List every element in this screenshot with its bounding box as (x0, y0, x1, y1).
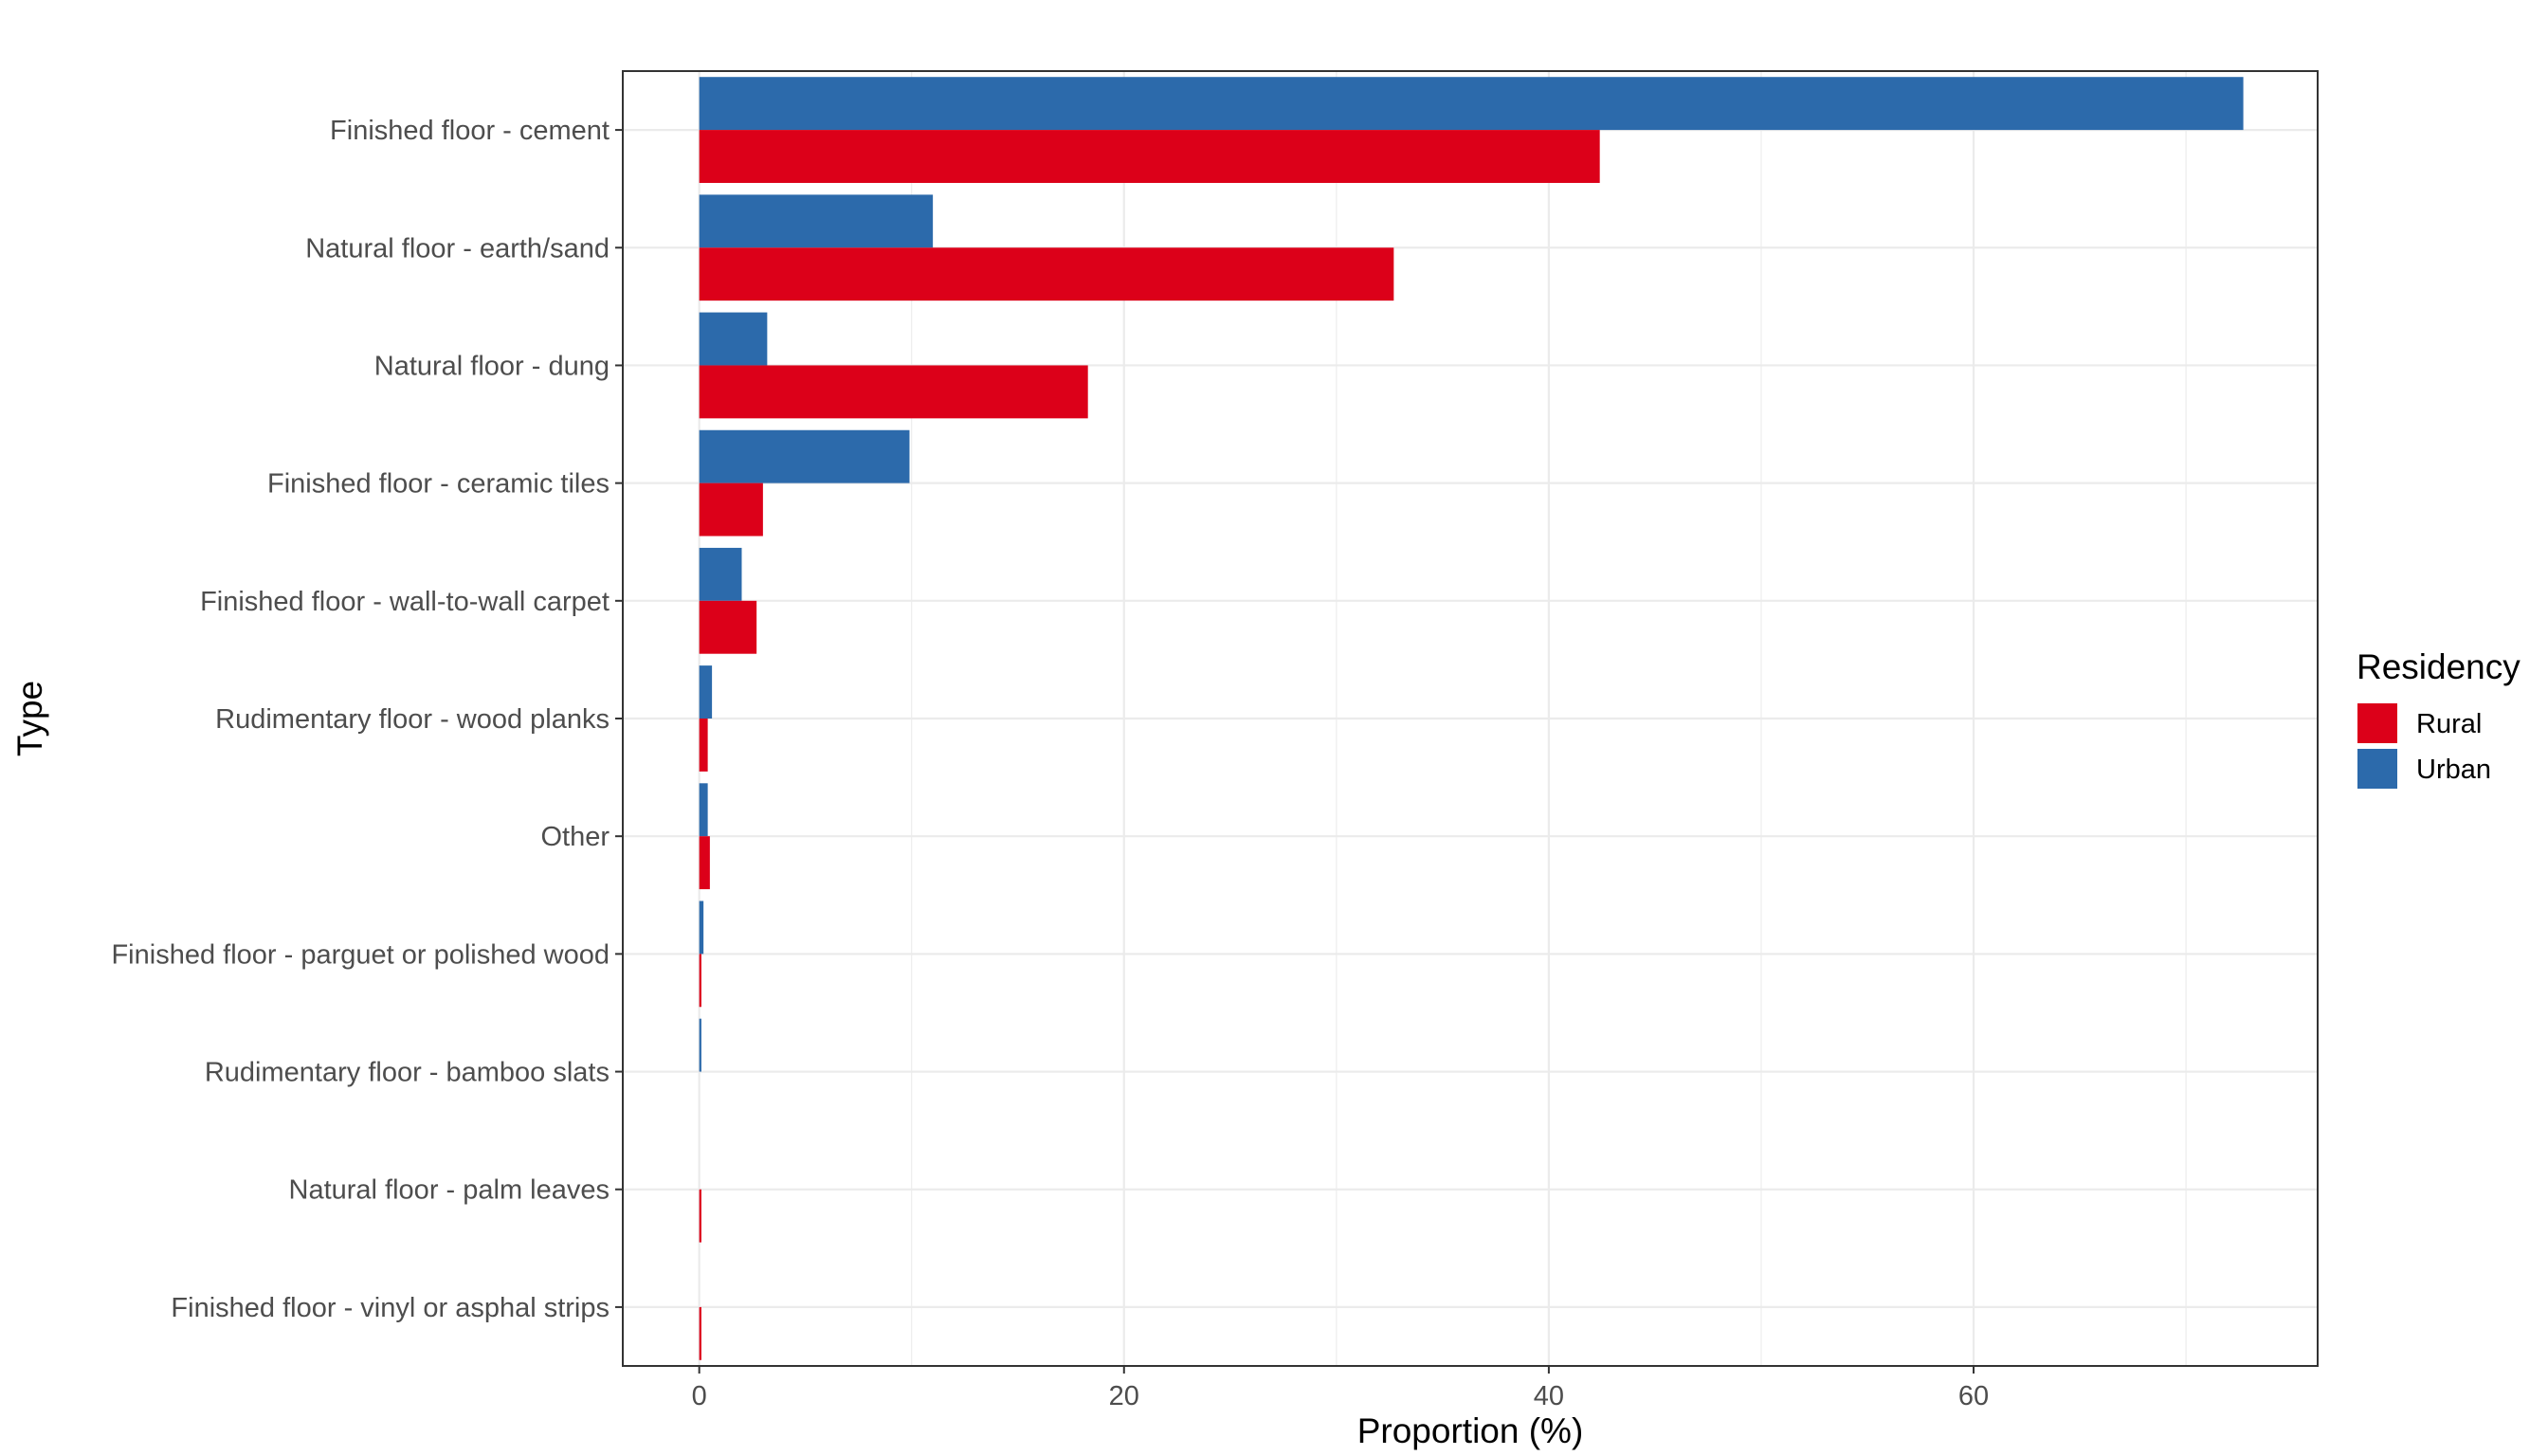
bar-rural (699, 130, 1600, 183)
y-tick-label: Natural floor - dung (374, 351, 610, 381)
bar-rural (699, 1189, 701, 1243)
x-tick-label: 60 (1958, 1381, 1989, 1411)
y-tick-label: Natural floor - palm leaves (289, 1175, 610, 1206)
legend: Residency Rural Urban (2357, 647, 2521, 789)
bar-rural (699, 1306, 701, 1360)
bar-rural (699, 600, 757, 654)
bar-rural (699, 482, 763, 537)
bars (699, 77, 2244, 1360)
bar-urban (699, 194, 934, 248)
y-axis: Finished floor - cement Natural floor - e… (111, 116, 623, 1323)
legend-title: Residency (2357, 647, 2521, 686)
bar-urban (699, 1018, 701, 1072)
bar-urban (699, 547, 742, 601)
bar-rural (699, 719, 708, 772)
bar-urban (699, 665, 713, 719)
y-tick-label: Finished floor - ceramic tiles (267, 469, 610, 500)
x-tick-label: 0 (692, 1381, 707, 1411)
x-axis-title: Proportion (%) (1357, 1411, 1584, 1450)
bar-urban (699, 901, 704, 955)
y-tick-label: Finished floor - parguet or polished woo… (111, 939, 610, 970)
x-axis: 0 20 40 60 (692, 1366, 1989, 1411)
legend-key-rural (2357, 703, 2397, 743)
y-tick-label: Other (540, 822, 610, 852)
legend-key-urban (2357, 749, 2397, 789)
y-tick-label: Rudimentary floor - bamboo slats (205, 1058, 610, 1088)
y-tick-label: Rudimentary floor - wood planks (215, 704, 610, 735)
bar-urban (699, 783, 708, 837)
y-tick-label: Finished floor - vinyl or asphal strips (171, 1293, 610, 1323)
legend-label-rural: Rural (2416, 709, 2482, 739)
y-axis-title: Type (10, 681, 49, 756)
legend-label-urban: Urban (2416, 755, 2491, 785)
bar-urban (699, 77, 2244, 131)
y-tick-label: Finished floor - wall-to-wall carpet (200, 587, 610, 617)
bar-urban (699, 312, 768, 366)
bar-rural (699, 836, 710, 890)
y-tick-label: Natural floor - earth/sand (305, 233, 610, 264)
x-tick-label: 20 (1109, 1381, 1139, 1411)
x-tick-label: 40 (1534, 1381, 1564, 1411)
bar-rural (699, 954, 701, 1008)
bar-rural (699, 365, 1088, 419)
y-tick-label: Finished floor - cement (330, 116, 610, 146)
bar-rural (699, 247, 1394, 301)
bar-urban (699, 429, 910, 483)
